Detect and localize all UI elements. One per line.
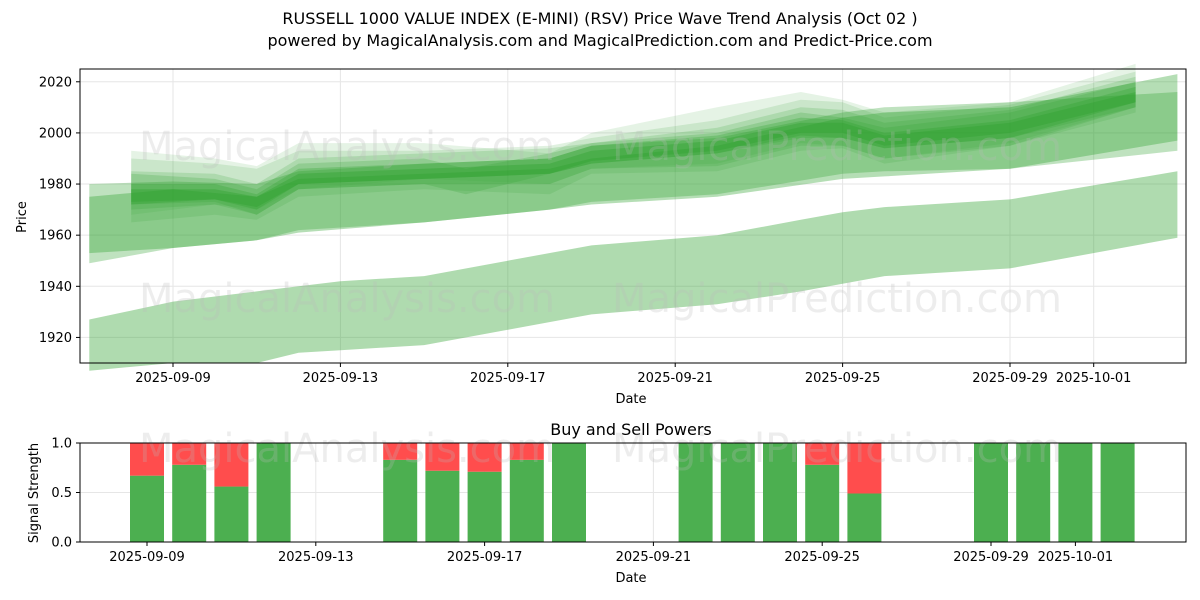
- sell-power-bar: [214, 443, 249, 487]
- price-wave-band-1: [131, 63, 1136, 215]
- price-y-tick-label: 1920: [39, 331, 72, 346]
- watermark-text: MagicalAnalysis.com: [139, 276, 555, 322]
- signal-watermarks: MagicalAnalysis.com MagicalPrediction.com: [139, 426, 1062, 472]
- buy-power-bar: [383, 459, 418, 542]
- signal-bars: [130, 443, 1135, 542]
- sell-power-bar: [383, 443, 418, 460]
- signal-x-tick-label: 2025-09-09: [109, 550, 185, 565]
- signal-y-tick-label: 1.0: [51, 437, 72, 452]
- buy-power-bar: [720, 443, 755, 542]
- signal-x-tick-label: 2025-09-13: [278, 550, 354, 565]
- buy-power-bar: [256, 443, 291, 542]
- sell-power-bar: [130, 443, 164, 476]
- signal-x-tick-label: 2025-09-17: [447, 550, 523, 565]
- price-x-ticks: 2025-09-09 2025-09-13 2025-09-17 2025-09-21…: [135, 363, 1131, 386]
- signal-x-tick-label: 2025-10-01: [1038, 550, 1114, 565]
- price-y-label: Price: [15, 201, 30, 233]
- price-x-tick-label: 2025-09-13: [303, 371, 379, 386]
- price-x-tick-label: 2025-09-21: [637, 371, 713, 386]
- price-grid: [80, 69, 1186, 363]
- price-wave-band-8: [89, 92, 1178, 264]
- price-wave-band-4: [131, 81, 1136, 215]
- signal-x-label: Date: [615, 571, 646, 586]
- buy-power-bar: [847, 493, 882, 542]
- price-y-ticks: 1920 1940 1960 1980 2000 2020: [39, 75, 80, 346]
- price-wave-band-9: [89, 171, 1178, 371]
- signal-x-tick-label: 2025-09-21: [616, 550, 692, 565]
- signal-y-label: Signal Strength: [27, 443, 42, 543]
- price-wave-band-6: [131, 92, 1136, 208]
- buy-power-bar: [974, 443, 1008, 542]
- sell-power-bar: [172, 443, 207, 465]
- price-y-tick-label: 2000: [39, 126, 72, 141]
- buy-power-bar: [425, 470, 460, 542]
- watermark-text: MagicalPrediction.com: [612, 276, 1062, 322]
- price-x-tick-label: 2025-10-01: [1056, 371, 1132, 386]
- signal-y-ticks: 0.0 0.5 1.0: [51, 437, 80, 551]
- price-wave-bands: [89, 63, 1178, 371]
- buy-power-bar: [509, 459, 544, 542]
- signal-x-ticks: 2025-09-09 2025-09-13 2025-09-17 2025-09-21…: [109, 542, 1113, 565]
- chart-title: RUSSELL 1000 VALUE INDEX (E-MINI) (RSV) …: [282, 9, 918, 28]
- price-y-tick-label: 2020: [39, 75, 72, 90]
- price-x-label: Date: [615, 392, 646, 407]
- price-y-tick-label: 1940: [39, 280, 72, 295]
- price-wave-band-7: [89, 74, 1178, 254]
- price-x-tick-label: 2025-09-09: [135, 371, 211, 386]
- sell-power-bar: [847, 443, 882, 494]
- sell-power-bar: [425, 443, 460, 471]
- price-y-tick-label: 1980: [39, 178, 72, 193]
- buy-power-bar: [1016, 443, 1051, 542]
- watermark-text: MagicalPrediction.com: [612, 426, 1062, 472]
- sell-power-bar: [509, 443, 544, 460]
- buy-power-bar: [763, 443, 797, 542]
- buy-power-bar: [130, 475, 164, 542]
- watermark-text: MagicalAnalysis.com: [139, 124, 555, 170]
- price-axes-frame: [79, 68, 1187, 364]
- signal-x-tick-label: 2025-09-29: [953, 550, 1029, 565]
- buy-power-bar: [805, 464, 840, 542]
- price-wave-band-3: [131, 76, 1136, 215]
- buy-power-bar: [1100, 443, 1135, 542]
- buy-power-bar: [214, 486, 249, 542]
- sell-power-bar: [467, 443, 502, 472]
- price-watermarks: MagicalAnalysis.com MagicalPrediction.com…: [139, 124, 1062, 322]
- price-x-tick-label: 2025-09-25: [805, 371, 881, 386]
- signal-x-tick-label: 2025-09-25: [784, 550, 860, 565]
- price-x-tick-label: 2025-09-17: [470, 371, 546, 386]
- signal-title: Buy and Sell Powers: [550, 420, 712, 439]
- buy-power-bar: [172, 464, 207, 542]
- sell-power-bar: [805, 443, 840, 465]
- buy-power-bar: [678, 443, 713, 542]
- price-wave-band-2: [131, 71, 1136, 223]
- buy-power-bar: [552, 443, 586, 542]
- watermark-text: MagicalAnalysis.com: [139, 426, 555, 472]
- price-wave-band-5: [131, 86, 1136, 210]
- watermark-text: MagicalPrediction.com: [612, 124, 1062, 170]
- price-y-tick-label: 1960: [39, 229, 72, 244]
- signal-y-tick-label: 0.0: [51, 536, 72, 551]
- signal-y-tick-label: 0.5: [51, 486, 72, 501]
- price-x-tick-label: 2025-09-29: [972, 371, 1048, 386]
- buy-power-bar: [467, 471, 502, 542]
- buy-power-bar: [1058, 443, 1093, 542]
- chart-subtitle: powered by MagicalAnalysis.com and Magic…: [267, 31, 933, 50]
